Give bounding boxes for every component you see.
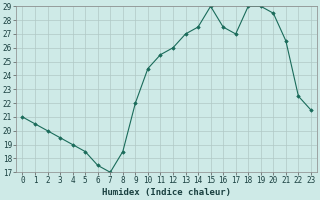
X-axis label: Humidex (Indice chaleur): Humidex (Indice chaleur) [102,188,231,197]
